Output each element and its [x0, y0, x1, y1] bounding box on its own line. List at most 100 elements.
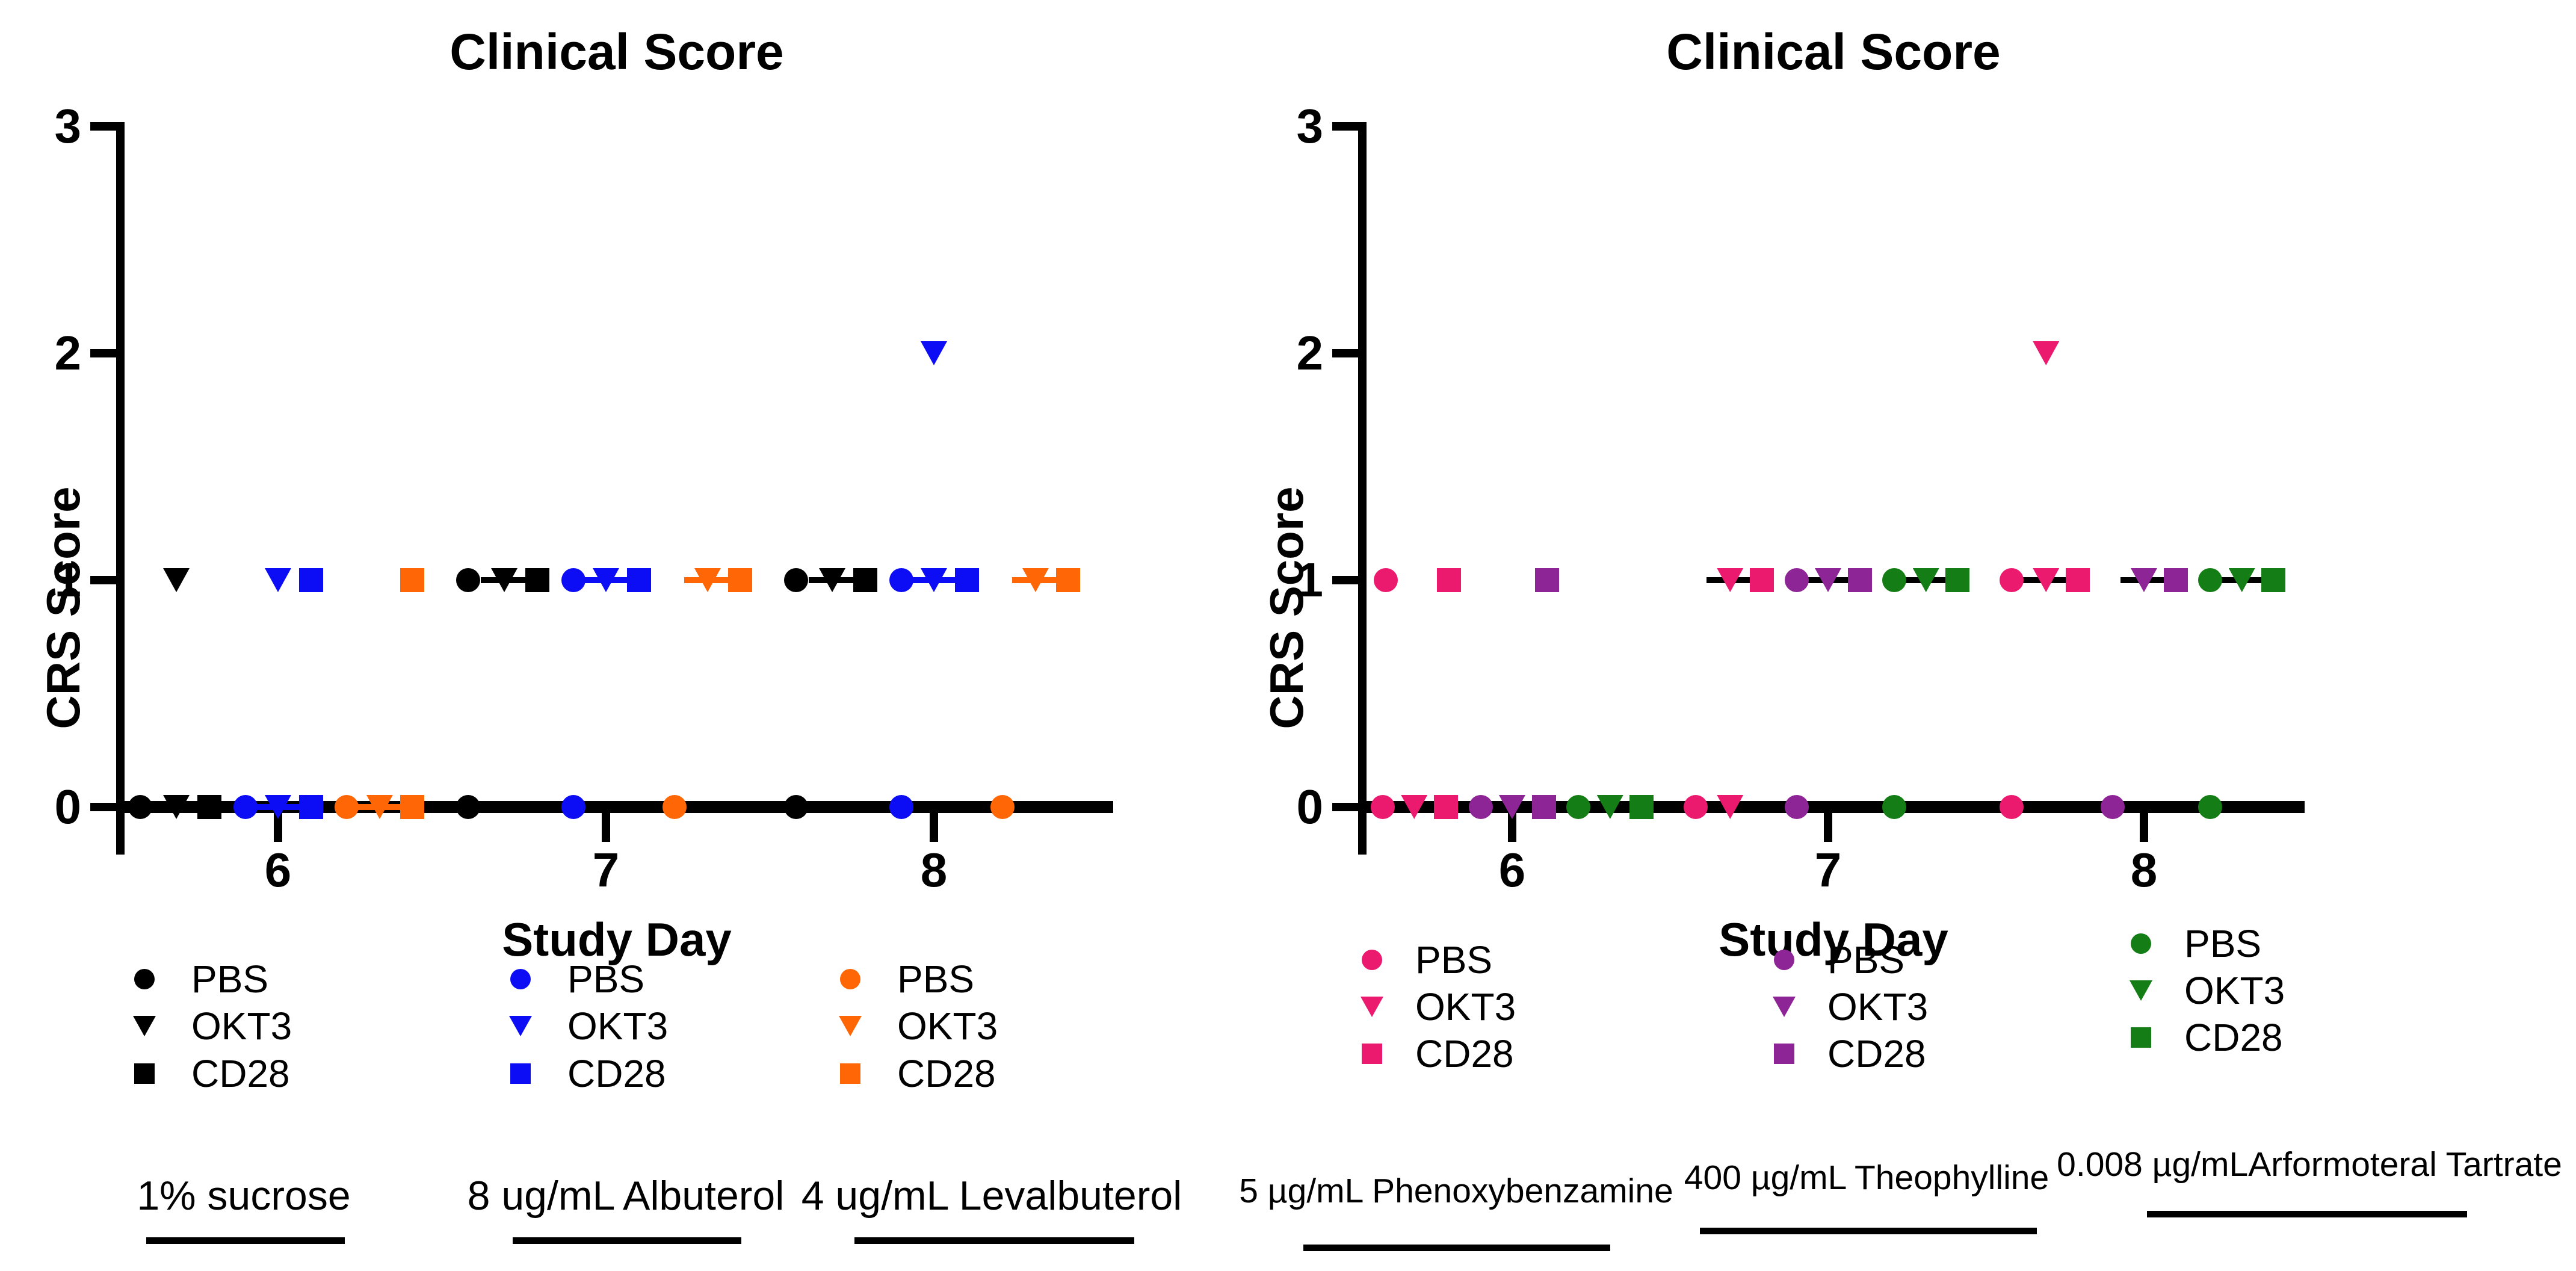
legend-marker-square: [840, 1063, 860, 1084]
data-point-square: [1749, 568, 1774, 592]
data-point-square: [1433, 795, 1458, 819]
legend-entry-label: PBS: [1415, 938, 1493, 982]
x-tick: [274, 813, 282, 842]
y-tick: [1332, 349, 1362, 357]
y-axis: [116, 122, 125, 855]
legend-entry-label: OKT3: [191, 1004, 292, 1048]
y-tick: [90, 349, 120, 357]
chart-title-right: Clinical Score: [1666, 23, 2001, 80]
data-point-tri: [921, 341, 947, 365]
y-tick-label: 2: [54, 326, 82, 380]
data-point-circle: [1882, 568, 1907, 592]
data-point-circle: [335, 795, 359, 819]
legend-marker-tri: [133, 1016, 156, 1036]
y-tick-label: 0: [1296, 780, 1324, 833]
legend-marker-tri: [1773, 997, 1796, 1017]
data-point-tri: [2033, 341, 2060, 365]
legend-marker-tri: [2130, 980, 2152, 1001]
x-tick-label: 6: [1498, 843, 1526, 897]
legend-group-underline: [1303, 1245, 1610, 1251]
legend-marker-square: [1774, 1044, 1794, 1064]
y-tick: [90, 576, 120, 584]
legend-entry-label: CD28: [897, 1052, 996, 1095]
data-point-circle: [456, 795, 481, 819]
legend-group-underline: [513, 1237, 741, 1244]
x-tick-label: 7: [592, 843, 620, 897]
legend-marker-square: [1362, 1044, 1382, 1064]
legend-entry-label: PBS: [567, 957, 645, 1001]
legend-entry-label: OKT3: [567, 1004, 669, 1048]
data-point-square: [2065, 568, 2090, 592]
legend-entry-label: PBS: [191, 957, 269, 1001]
data-point-square: [1847, 568, 1872, 592]
data-point-square: [1534, 568, 1559, 592]
data-point-square: [1629, 795, 1654, 819]
data-point-square: [1531, 795, 1556, 819]
legend-entry-label: PBS: [897, 957, 975, 1001]
data-point-square: [954, 568, 979, 592]
chart-title-left: Clinical Score: [449, 23, 784, 80]
legend-marker-square: [2131, 1027, 2151, 1048]
legend-marker-circle: [840, 969, 860, 989]
legend-entry-label: CD28: [1415, 1032, 1514, 1075]
data-point-square: [197, 795, 221, 819]
data-point-square: [728, 568, 753, 592]
data-point-square: [525, 568, 549, 592]
data-point-square: [1056, 568, 1081, 592]
x-tick-label: 8: [920, 843, 948, 897]
data-point-circle: [456, 568, 481, 592]
data-point-circle: [561, 795, 585, 819]
data-point-square: [1945, 568, 1970, 592]
legend-marker-circle: [2131, 933, 2151, 954]
x-tick-label: 6: [264, 843, 292, 897]
y-tick-label: 1: [1296, 553, 1324, 607]
data-point-circle: [990, 795, 1015, 819]
data-point-square: [400, 795, 425, 819]
data-point-circle: [561, 568, 585, 592]
data-point-circle: [1370, 795, 1395, 819]
legend-entry-label: OKT3: [1415, 985, 1516, 1028]
data-point-circle: [1683, 795, 1708, 819]
data-point-circle: [889, 795, 913, 819]
data-point-circle: [1999, 795, 2024, 819]
y-axis: [1358, 122, 1367, 855]
legend-group-label: 400 µg/mL Theophylline: [1684, 1158, 2049, 1197]
x-axis-label-right: Study Day: [1719, 913, 1948, 966]
data-point-circle: [1374, 568, 1398, 592]
legend-entry-label: CD28: [1827, 1032, 1926, 1075]
legend-entry-label: OKT3: [2184, 969, 2285, 1012]
x-tick-label: 7: [1814, 843, 1842, 897]
y-tick: [90, 803, 120, 811]
legend-marker-circle: [510, 969, 531, 989]
data-point-circle: [1468, 795, 1493, 819]
x-axis-label-left: Study Day: [502, 913, 732, 966]
legend-group-underline: [2147, 1211, 2467, 1217]
legend-marker-circle: [134, 969, 155, 989]
data-point-circle: [128, 795, 153, 819]
x-tick: [2140, 813, 2148, 842]
legend-entry-label: OKT3: [897, 1004, 998, 1048]
x-tick: [602, 813, 610, 842]
data-point-circle: [663, 795, 687, 819]
data-point-square: [1437, 568, 1461, 592]
data-point-square: [2261, 568, 2286, 592]
data-point-circle: [2198, 795, 2223, 819]
legend-marker-tri: [839, 1016, 862, 1036]
legend-group-label: 5 µg/mL Phenoxybenzamine: [1239, 1172, 1673, 1210]
legend-marker-tri: [509, 1016, 532, 1036]
y-tick: [90, 122, 120, 131]
legend-group-label: 8 ug/mL Albuterol: [467, 1173, 785, 1219]
x-tick-label: 8: [2130, 843, 2158, 897]
data-point-circle: [1566, 795, 1591, 819]
data-point-square: [400, 568, 425, 592]
x-tick: [1508, 813, 1516, 842]
legend-group-underline: [1700, 1228, 2037, 1234]
data-point-square: [853, 568, 877, 592]
y-tick: [1332, 576, 1362, 584]
legend-entry-label: CD28: [191, 1052, 290, 1095]
data-point-circle: [889, 568, 913, 592]
legend-group-label: 0.008 µg/mLArformoteral Tartrate: [2057, 1145, 2562, 1184]
data-point-tri: [265, 568, 291, 592]
y-tick: [1332, 122, 1362, 131]
